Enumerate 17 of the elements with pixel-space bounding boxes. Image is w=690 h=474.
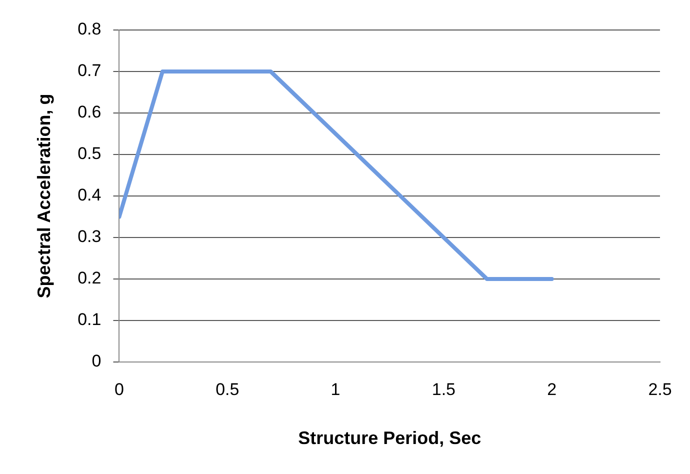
y-tick-label: 0.1 [78, 310, 102, 330]
y-axis-title: Spectral Acceleration, g [34, 94, 54, 298]
y-tick-label: 0.4 [78, 186, 102, 205]
x-tick-label: 1 [330, 380, 340, 399]
x-tick-label: 0 [114, 380, 124, 399]
y-tick-label: 0.7 [78, 61, 102, 80]
y-tick-label: 0.8 [78, 20, 102, 39]
y-tick-label: 0.3 [78, 227, 102, 246]
x-axis-title: Structure Period, Sec [298, 428, 482, 448]
x-tick-label: 1.5 [432, 380, 456, 399]
x-tick-label: 0.5 [216, 380, 240, 399]
x-tick-label: 2.5 [648, 380, 672, 399]
y-tick-label: 0.6 [78, 102, 102, 122]
x-tick-label: 2 [547, 380, 557, 399]
y-tick-label: 0.2 [78, 268, 102, 288]
y-tick-label: 0 [92, 352, 102, 371]
y-tick-label: 0.5 [78, 144, 102, 164]
